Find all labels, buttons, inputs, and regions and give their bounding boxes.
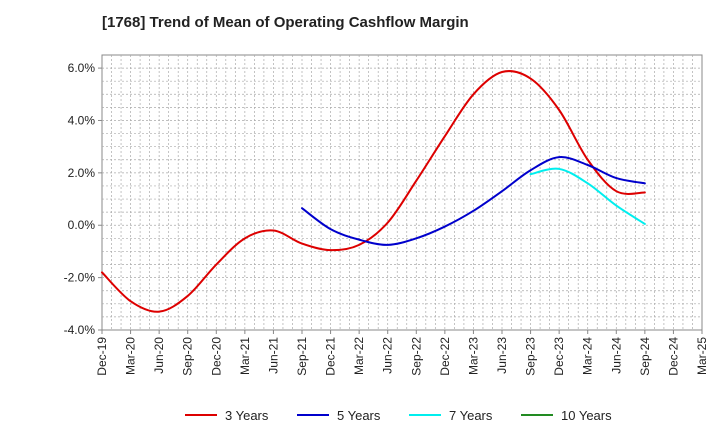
series-line-3-years	[101, 70, 646, 313]
x-tick-label: Mar-20	[124, 337, 138, 375]
x-tick-label: Jun-22	[381, 337, 395, 374]
x-tick-label: Jun-24	[609, 337, 623, 374]
x-tick-label: Dec-24	[666, 337, 680, 376]
legend-label-3-years: 3 Years	[225, 408, 269, 423]
y-tick-label: -2.0%	[64, 271, 96, 285]
y-tick-label: 0.0%	[68, 218, 96, 232]
x-tick-label: Dec-19	[95, 337, 109, 376]
x-tick-label: Sep-21	[295, 337, 309, 376]
x-tick-label: Mar-25	[695, 337, 709, 375]
legend-label-10-years: 10 Years	[561, 408, 612, 423]
y-tick-label: -4.0%	[64, 323, 96, 337]
x-tick-label: Jun-20	[152, 337, 166, 374]
plot-area	[101, 54, 703, 331]
series-line-7-years	[529, 167, 646, 225]
legend-label-7-years: 7 Years	[449, 408, 493, 423]
y-tick-label: 2.0%	[68, 166, 96, 180]
x-tick-label: Sep-20	[181, 337, 195, 376]
x-tick-label: Sep-23	[524, 337, 538, 376]
x-tick-label: Sep-24	[638, 337, 652, 376]
x-tick-label: Mar-23	[466, 337, 480, 375]
x-tick-label: Mar-21	[238, 337, 252, 375]
x-tick-label: Dec-22	[438, 337, 452, 376]
x-tick-label: Jun-23	[495, 337, 509, 374]
x-tick-label: Mar-24	[581, 337, 595, 375]
y-tick-label: 6.0%	[68, 61, 96, 75]
x-tick-label: Sep-22	[409, 337, 423, 376]
series-line-5-years	[301, 156, 646, 246]
legend-label-5-years: 5 Years	[337, 408, 381, 423]
x-tick-label: Jun-21	[266, 337, 280, 374]
x-tick-label: Mar-22	[352, 337, 366, 375]
x-tick-label: Dec-21	[324, 337, 338, 376]
x-tick-label: Dec-20	[209, 337, 223, 376]
y-tick-label: 4.0%	[68, 113, 96, 127]
x-tick-label: Dec-23	[552, 337, 566, 376]
chart-title: [1768] Trend of Mean of Operating Cashfl…	[102, 14, 469, 31]
